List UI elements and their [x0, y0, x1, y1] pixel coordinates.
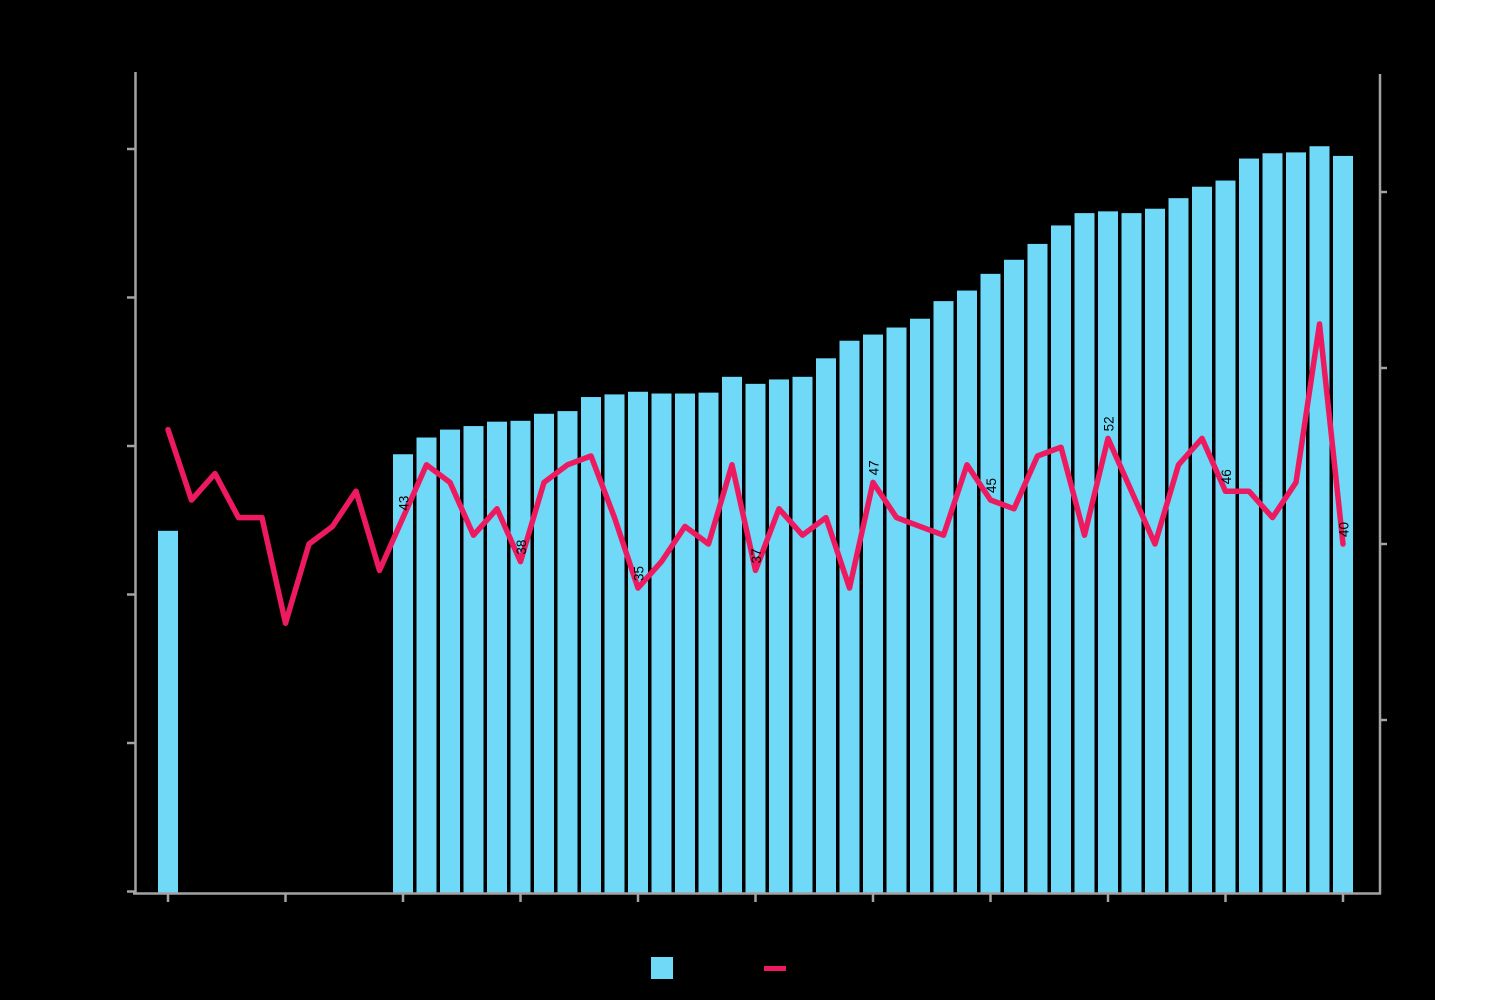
line-data-label: 40: [1337, 522, 1352, 537]
bar: [628, 391, 648, 893]
bar: [651, 393, 672, 893]
bar: [675, 393, 695, 893]
bar: [1168, 198, 1189, 893]
bar: [1074, 213, 1095, 893]
bar: [604, 394, 625, 893]
bar: [463, 426, 484, 893]
bar: [487, 421, 507, 893]
page-right-margin: [1435, 0, 1500, 1000]
line-data-label: 35: [632, 566, 647, 581]
bar: [722, 376, 742, 893]
bar: [980, 273, 1001, 894]
bar: [1145, 208, 1165, 894]
bar: [792, 376, 813, 893]
bar: [1192, 186, 1212, 894]
bar: [393, 454, 413, 893]
bar: [863, 334, 883, 893]
bar: [698, 392, 719, 893]
bar: [534, 413, 554, 893]
bar: [1027, 243, 1048, 894]
bar: [1262, 153, 1283, 893]
line-series: [165, 321, 1346, 626]
line-data-label: 47: [867, 460, 882, 475]
line-data-label: 43: [397, 496, 412, 511]
legend-line-swatch: [764, 966, 786, 971]
line-data-label: 37: [749, 548, 764, 563]
line-data-label: 46: [1219, 469, 1234, 484]
bar: [886, 327, 907, 893]
bar: [1098, 211, 1118, 894]
bar: [510, 420, 531, 893]
bar: [1004, 259, 1024, 893]
line-data-label: 38: [514, 540, 529, 555]
bar: [957, 290, 977, 893]
bar: [1051, 225, 1071, 893]
legend-bar-swatch: [651, 957, 673, 979]
line-data-label: 52: [1102, 416, 1117, 431]
line-data-label: 45: [984, 478, 999, 493]
bar: [745, 383, 766, 893]
bar: [1286, 152, 1306, 893]
bar: [1309, 146, 1330, 894]
bar: [440, 429, 460, 893]
bar: [581, 397, 601, 893]
bar: [557, 411, 578, 893]
bar: [1121, 213, 1142, 893]
bar: [816, 358, 836, 893]
bar: [1215, 180, 1236, 893]
bar: [910, 318, 930, 894]
bar: [1239, 158, 1259, 893]
bar: [839, 340, 860, 894]
bar: [158, 530, 178, 893]
bar: [933, 301, 954, 893]
bar: [416, 437, 437, 893]
bar: [769, 379, 789, 893]
